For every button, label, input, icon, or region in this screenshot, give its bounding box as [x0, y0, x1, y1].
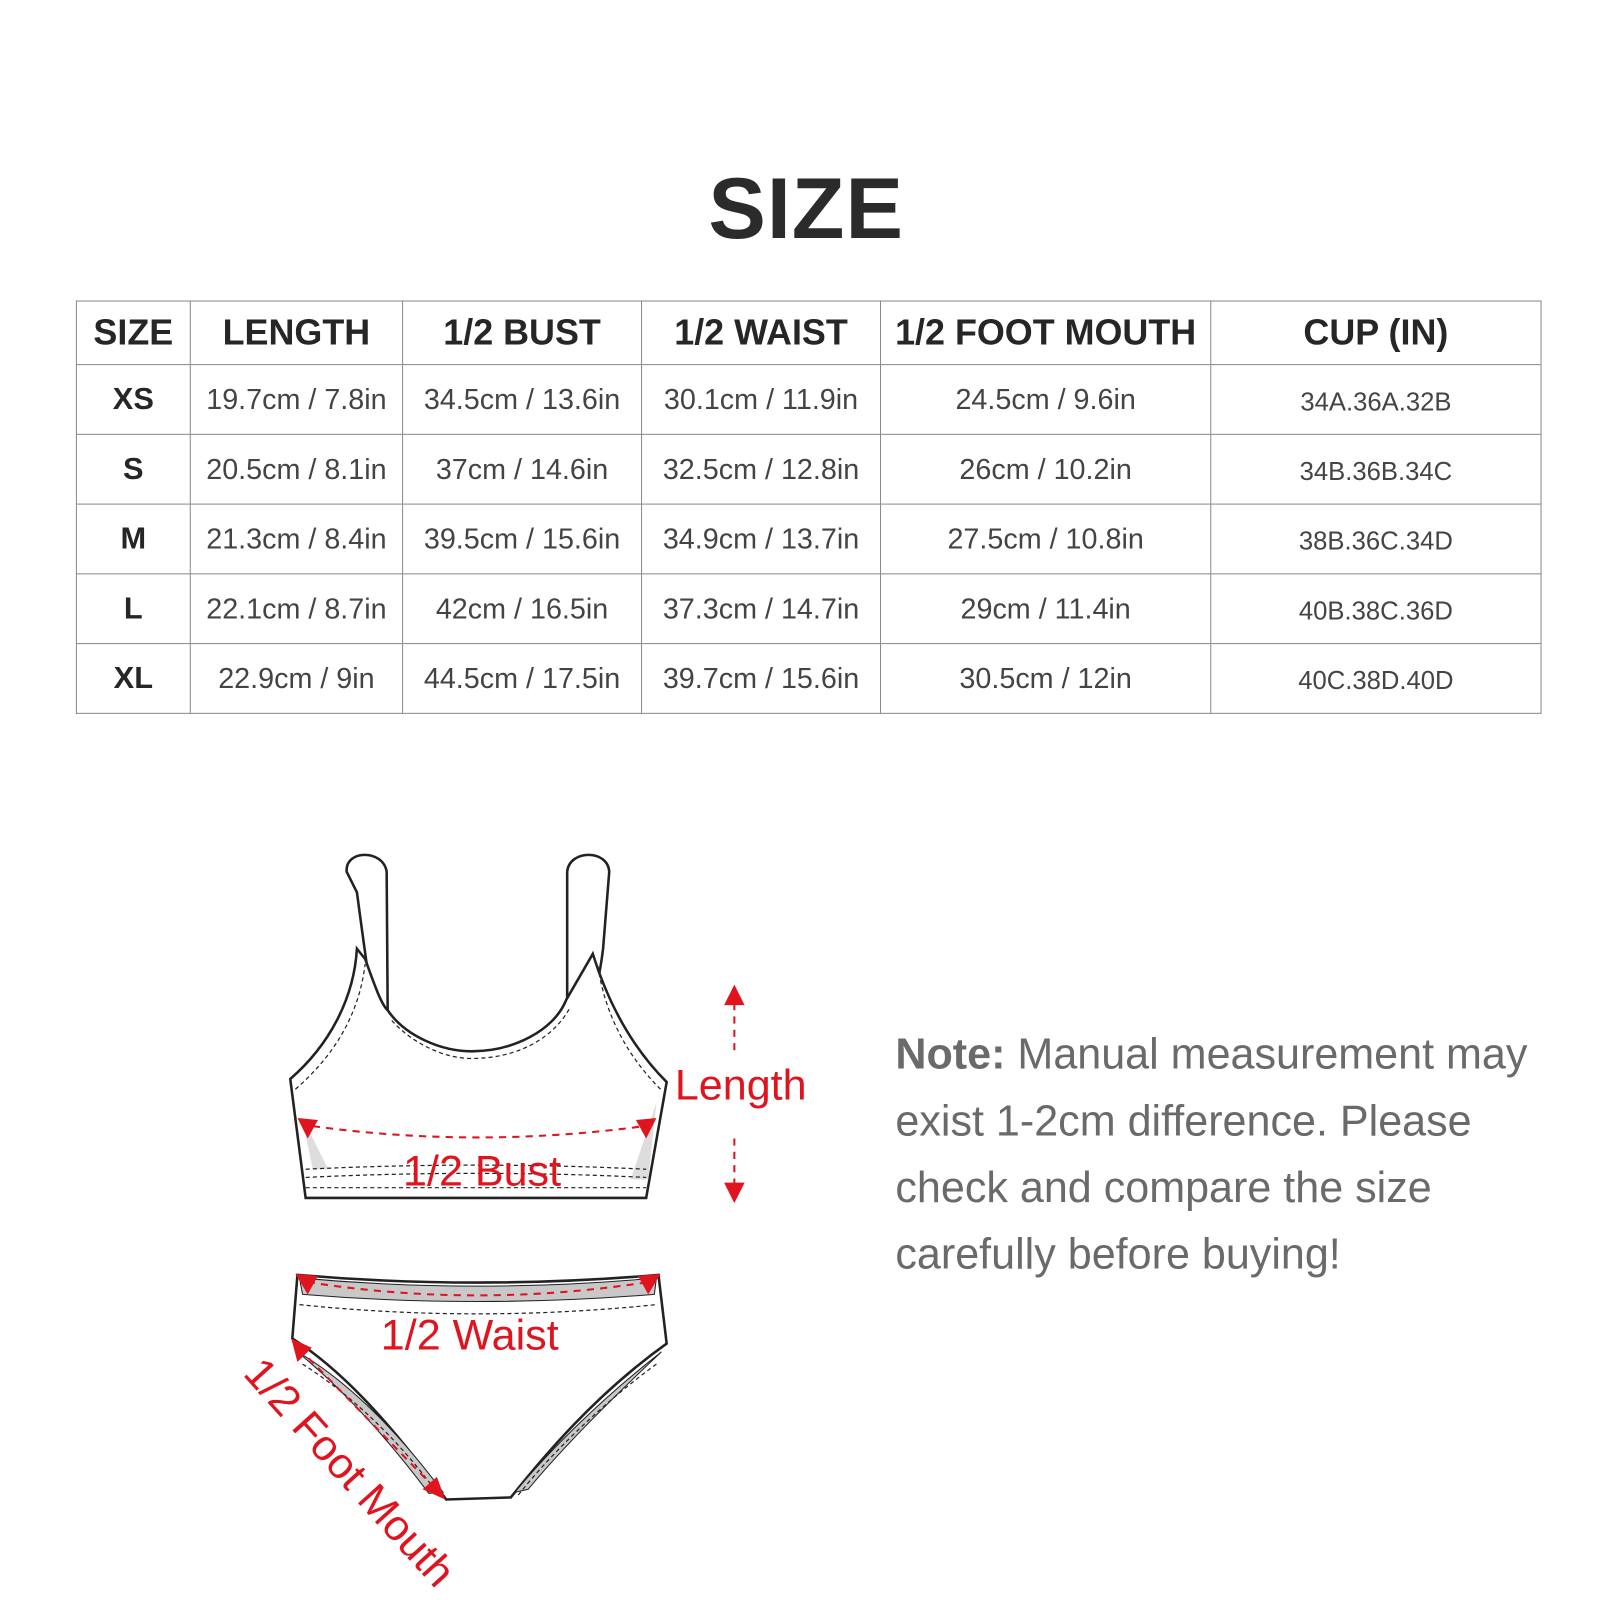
header-waist: 1/2 WAIST [641, 300, 882, 366]
cell-length: 22.9cm / 9in [189, 643, 404, 714]
cell-cup: 38B.36C.34D [1210, 503, 1542, 575]
cell-length: 19.7cm / 7.8in [189, 364, 404, 435]
cell-foot-mouth: 29cm / 11.4in [879, 573, 1212, 645]
bust-arrow-line [312, 1125, 645, 1139]
header-length: LENGTH [189, 300, 404, 366]
arrow-left-icon [295, 1273, 318, 1295]
arrow-up-left-icon [291, 1338, 312, 1363]
table-row: XS 19.7cm / 7.8in 34.5cm / 13.6in 30.1cm / … [75, 364, 1542, 435]
cell-bust: 44.5cm / 17.5in [402, 643, 643, 714]
cell-waist: 39.7cm / 15.6in [641, 643, 882, 714]
cell-cup: 40B.38C.36D [1210, 573, 1542, 645]
cell-size: XS [75, 364, 191, 435]
header-size: SIZE [75, 300, 191, 366]
note-label: Note: [895, 1029, 1006, 1078]
table-row: S 20.5cm / 8.1in 37cm / 14.6in 32.5cm / 12.… [75, 433, 1542, 505]
table-header-row: SIZE LENGTH 1/2 BUST 1/2 WAIST 1/2 FOOT … [75, 300, 1542, 366]
cell-cup: 40C.38D.40D [1210, 643, 1542, 714]
cell-cup: 34B.36B.34C [1210, 433, 1542, 505]
header-foot-mouth: 1/2 FOOT MOUTH [879, 300, 1212, 366]
cell-waist: 37.3cm / 14.7in [641, 573, 882, 645]
arrow-down-right-icon [422, 1476, 446, 1500]
bust-label: 1/2 Bust [403, 1148, 561, 1196]
note-text: Manual measurement may exist 1-2cm diffe… [895, 1029, 1528, 1278]
cell-size: M [75, 503, 191, 575]
cell-bust: 37cm / 14.6in [402, 433, 643, 505]
page-title: SIZE [708, 159, 904, 257]
cell-cup: 34A.36A.32B [1210, 364, 1542, 435]
cell-waist: 34.9cm / 13.7in [641, 503, 882, 575]
cell-length: 22.1cm / 8.7in [189, 573, 404, 645]
cell-size: XL [75, 643, 191, 714]
foot-mouth-arrow-line [298, 1348, 437, 1490]
arrow-right-icon [637, 1273, 661, 1295]
header-bust: 1/2 BUST [402, 300, 643, 366]
table-row: M 21.3cm / 8.4in 39.5cm / 15.6in 34.9cm / 1… [75, 503, 1542, 575]
cell-bust: 34.5cm / 13.6in [402, 364, 643, 435]
cell-foot-mouth: 24.5cm / 9.6in [879, 364, 1212, 435]
waist-arrow-line [307, 1281, 649, 1297]
arrowheads [291, 984, 745, 1500]
arrow-up-icon [724, 984, 745, 1006]
cell-length: 20.5cm / 8.1in [189, 433, 404, 505]
arrow-left-icon [297, 1117, 318, 1139]
table-row: XL 22.9cm / 9in 44.5cm / 17.5in 39.7cm / 15… [75, 643, 1542, 714]
cell-foot-mouth: 27.5cm / 10.8in [879, 503, 1212, 575]
measurement-arrows [298, 1003, 736, 1490]
cell-waist: 30.1cm / 11.9in [641, 364, 882, 435]
length-label: Length [675, 1061, 807, 1109]
size-table: SIZE LENGTH 1/2 BUST 1/2 WAIST 1/2 FOOT … [75, 300, 1542, 714]
cell-foot-mouth: 30.5cm / 12in [879, 643, 1212, 714]
cell-size: L [75, 573, 191, 645]
header-cup: CUP (IN) [1210, 300, 1542, 366]
cell-length: 21.3cm / 8.4in [189, 503, 404, 575]
arrow-down-icon [724, 1182, 745, 1204]
cell-bust: 42cm / 16.5in [402, 573, 643, 645]
waist-label: 1/2 Waist [381, 1312, 559, 1360]
arrow-right-icon [635, 1117, 657, 1139]
table-row: L 22.1cm / 8.7in 42cm / 16.5in 37.3cm / 14.… [75, 573, 1542, 645]
cell-waist: 32.5cm / 12.8in [641, 433, 882, 505]
measurement-note: Note: Manual measurement may exist 1-2cm… [895, 1021, 1551, 1288]
cell-bust: 39.5cm / 15.6in [402, 503, 643, 575]
bra-top-illustration [288, 853, 669, 1200]
